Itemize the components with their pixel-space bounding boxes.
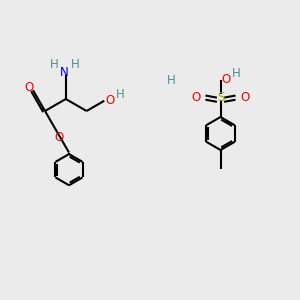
Text: O: O — [241, 91, 250, 104]
Text: H: H — [50, 58, 59, 71]
Text: O: O — [191, 91, 200, 104]
Text: O: O — [54, 131, 63, 144]
Text: S: S — [217, 91, 224, 104]
Text: O: O — [106, 94, 115, 107]
Text: N: N — [60, 65, 69, 79]
Text: O: O — [24, 81, 33, 94]
Text: H: H — [116, 88, 124, 101]
Text: H: H — [70, 58, 79, 71]
Text: O: O — [222, 73, 231, 86]
Text: H: H — [232, 67, 241, 80]
Text: H: H — [167, 74, 176, 88]
